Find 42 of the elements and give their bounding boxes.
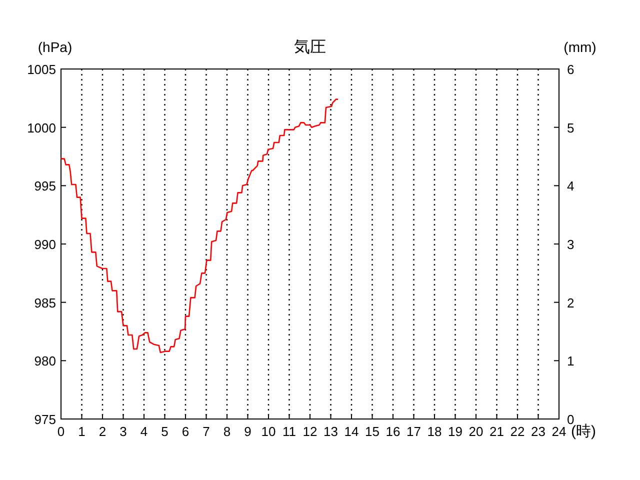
y2-axis-title: (mm) <box>564 39 596 55</box>
x-tick-label: 19 <box>448 424 462 439</box>
chart-title: 気圧 <box>294 39 326 56</box>
x-tick-label: 16 <box>386 424 400 439</box>
x-tick-label: 0 <box>57 424 65 439</box>
y-axis-title: (hPa) <box>38 39 72 55</box>
x-tick-label: 5 <box>161 424 168 439</box>
y2-tick-label: 3 <box>567 237 574 252</box>
x-tick-label: 6 <box>182 424 190 439</box>
y-tick-label: 1000 <box>27 120 56 136</box>
x-tick-label: 9 <box>244 424 252 439</box>
x-tick-label: 10 <box>261 424 276 439</box>
x-tick-label: 8 <box>223 424 231 439</box>
y-tick-label: 995 <box>34 178 56 194</box>
x-tick-label: 1 <box>78 424 86 439</box>
line-series <box>60 98 339 354</box>
x-tick-label: 15 <box>365 424 380 439</box>
x-tick-label: 22 <box>510 424 525 439</box>
x-tick-label: 17 <box>406 424 421 439</box>
x-tick-label: 23 <box>531 424 546 439</box>
x-tick-label: 12 <box>302 424 318 439</box>
y-tick-label: 1005 <box>27 62 56 77</box>
x-tick-label: 18 <box>427 424 442 439</box>
x-tick-label: 2 <box>98 424 106 439</box>
y2-tick-label: 1 <box>567 354 574 369</box>
x-tick-label: 7 <box>202 424 210 439</box>
x-tick-label: 20 <box>468 424 484 439</box>
y-tick-label: 990 <box>34 237 56 252</box>
x-tick-label: 3 <box>120 424 127 439</box>
y2-tick-label: 5 <box>567 120 574 136</box>
y2-tick-label: 2 <box>567 295 574 310</box>
y-tick-label: 980 <box>34 354 56 369</box>
x-tick-label: 4 <box>140 424 148 439</box>
y-tick-label: 985 <box>34 295 56 310</box>
x-tick-label: 14 <box>344 424 359 439</box>
y2-tick-label: 6 <box>567 62 574 77</box>
x-tick-label: 21 <box>490 424 504 439</box>
x-tick-label: 24 <box>552 424 566 439</box>
y2-tick-label: 4 <box>567 178 574 194</box>
x-tick-label: 13 <box>324 424 338 439</box>
y-tick-label: 975 <box>34 412 56 427</box>
x-tick-label: 11 <box>282 424 296 439</box>
